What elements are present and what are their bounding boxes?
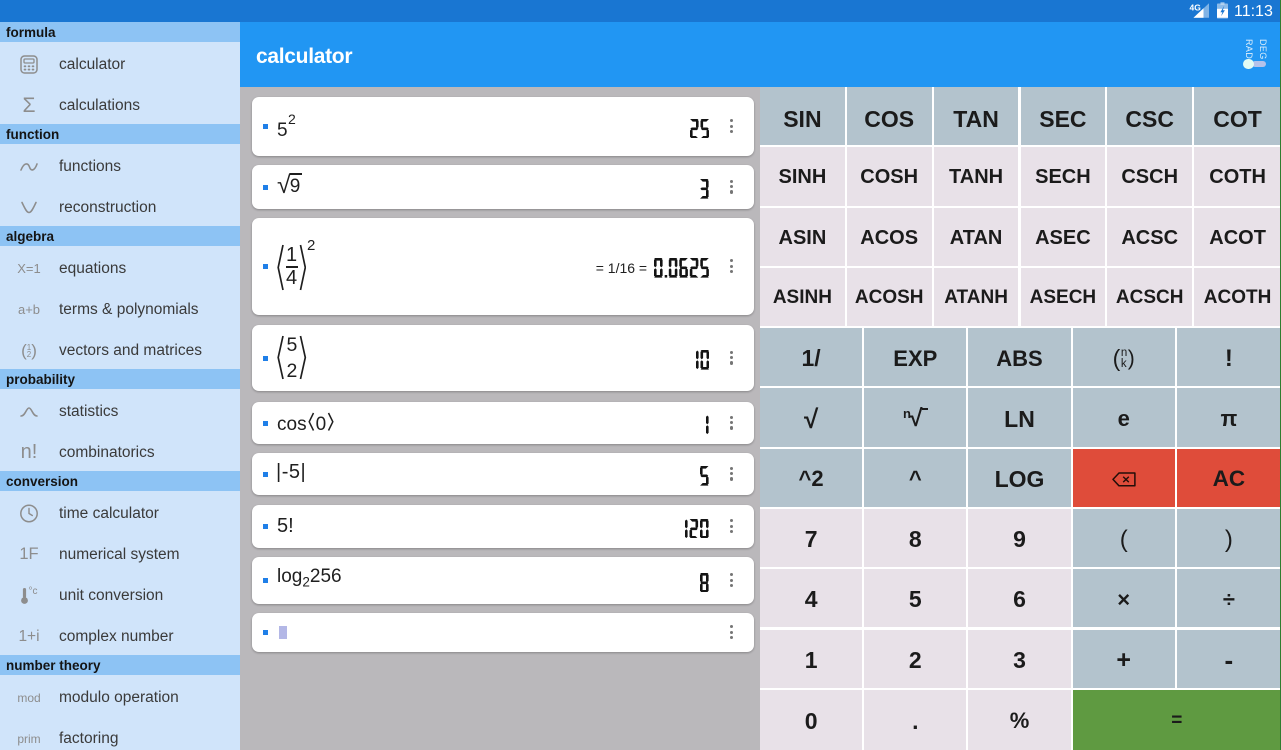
svg-text:4G: 4G (1190, 3, 1202, 13)
